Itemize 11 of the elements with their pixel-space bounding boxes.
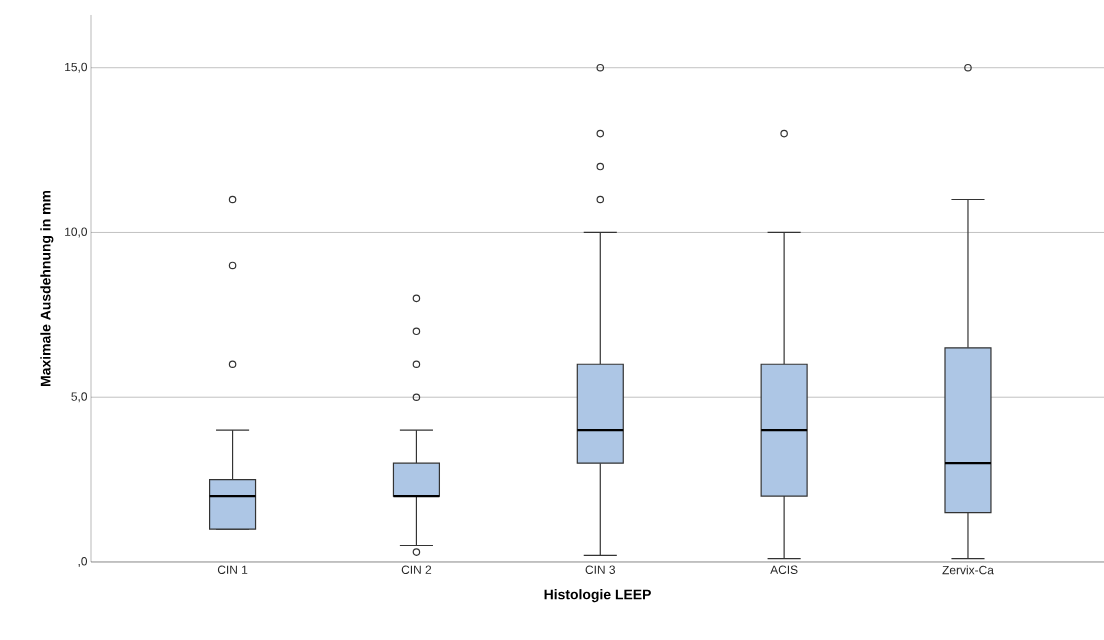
y-tick-label: ,0 [78, 557, 88, 567]
x-axis-title: Histologie LEEP [544, 589, 651, 603]
x-tick-label: ACIS [770, 565, 798, 574]
x-tick-label: Zervix-Ca [942, 565, 994, 575]
y-axis-title: Maximale Ausdehnung in mm [40, 190, 54, 386]
y-tick-label: 15,0 [65, 62, 88, 73]
x-tick-label: CIN 3 [585, 565, 616, 574]
y-tick-label: 5,0 [71, 392, 88, 403]
y-tick-label: 10,0 [65, 227, 88, 238]
x-tick-label: CIN 2 [401, 565, 432, 574]
x-tick-label: CIN 1 [217, 565, 248, 574]
